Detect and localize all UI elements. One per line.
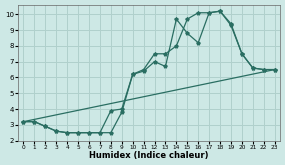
X-axis label: Humidex (Indice chaleur): Humidex (Indice chaleur) [89,151,209,160]
